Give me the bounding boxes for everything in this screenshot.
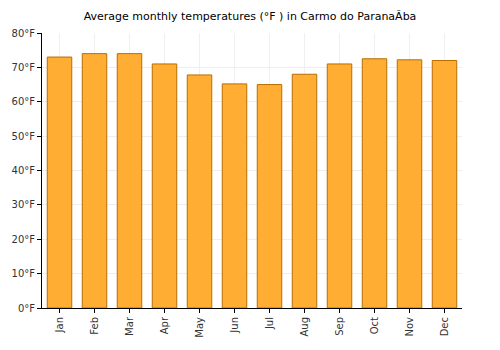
svg-text:Jun: Jun bbox=[229, 317, 240, 334]
svg-text:50°F: 50°F bbox=[12, 131, 36, 142]
svg-text:Dec: Dec bbox=[439, 317, 450, 336]
svg-text:60°F: 60°F bbox=[12, 96, 36, 107]
svg-text:Average monthly temperatures (: Average monthly temperatures (°F ) in Ca… bbox=[84, 10, 417, 23]
svg-text:Aug: Aug bbox=[299, 317, 310, 337]
svg-text:0°F: 0°F bbox=[18, 303, 35, 314]
svg-text:10°F: 10°F bbox=[12, 268, 36, 279]
svg-text:30°F: 30°F bbox=[12, 199, 36, 210]
svg-text:Sep: Sep bbox=[334, 317, 345, 336]
svg-text:May: May bbox=[194, 317, 205, 338]
svg-text:Mar: Mar bbox=[124, 316, 135, 336]
svg-text:Jan: Jan bbox=[54, 317, 65, 333]
svg-text:20°F: 20°F bbox=[12, 234, 36, 245]
svg-text:Nov: Nov bbox=[404, 317, 415, 337]
svg-text:80°F: 80°F bbox=[12, 28, 36, 39]
svg-text:70°F: 70°F bbox=[12, 62, 36, 73]
svg-text:Feb: Feb bbox=[89, 317, 100, 335]
svg-text:40°F: 40°F bbox=[12, 165, 36, 176]
svg-text:Jul: Jul bbox=[264, 317, 275, 330]
svg-text:Apr: Apr bbox=[159, 316, 170, 334]
svg-text:Oct: Oct bbox=[369, 317, 380, 334]
